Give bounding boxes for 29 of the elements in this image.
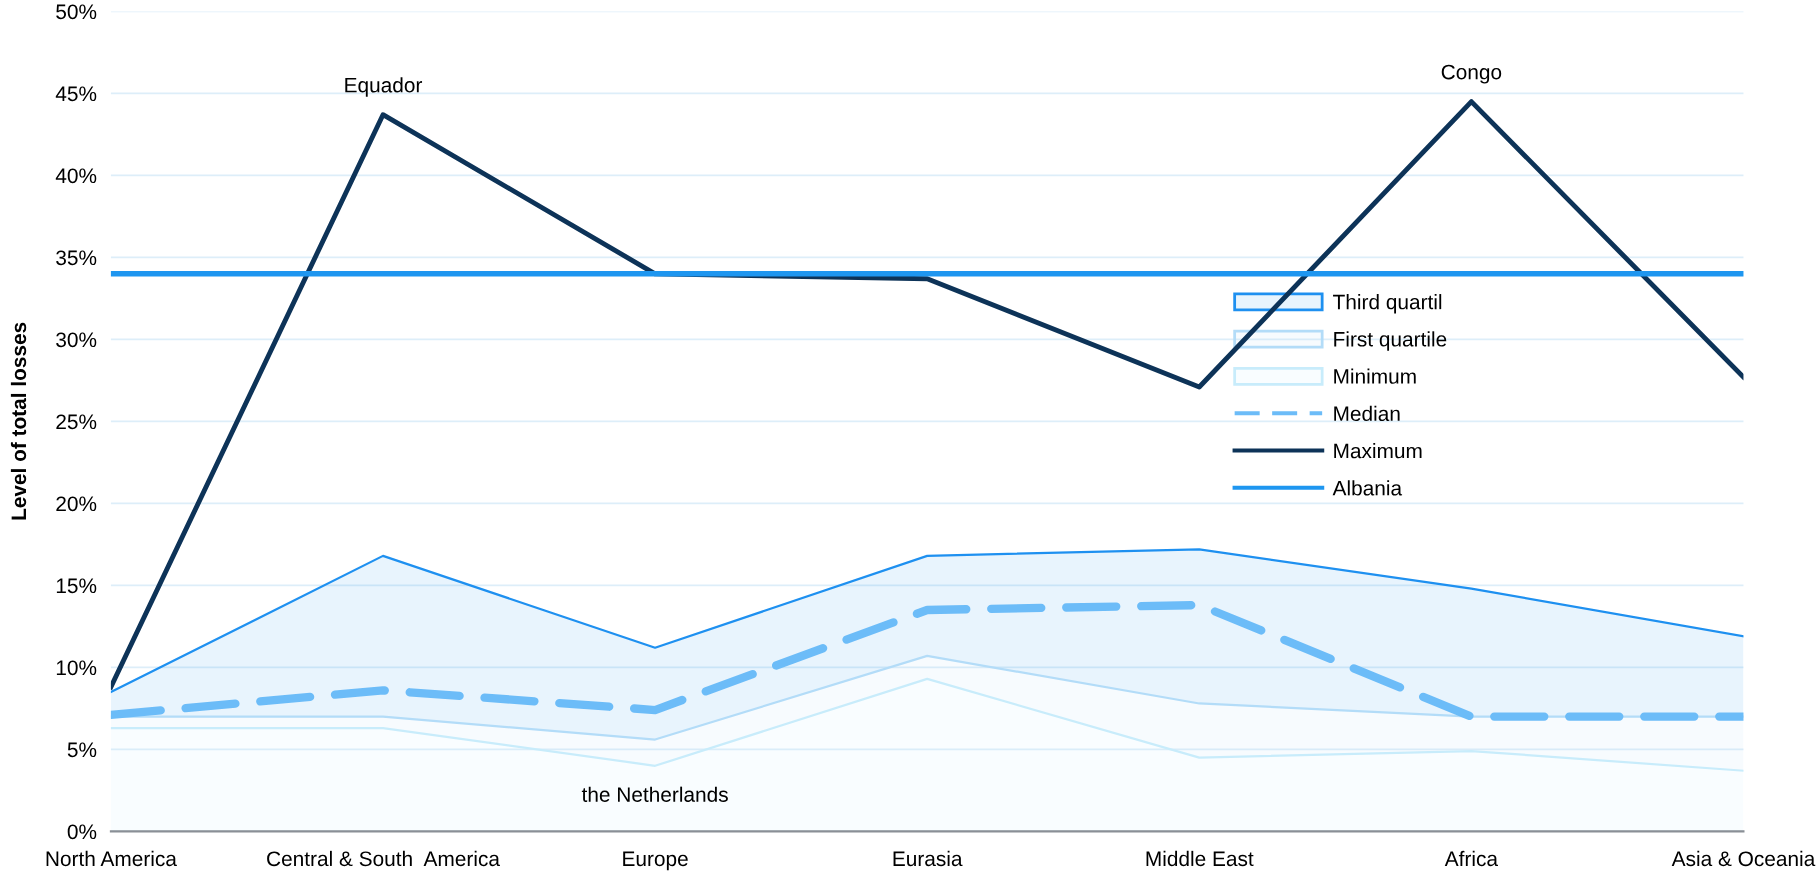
y-tick-label: 30% — [56, 332, 97, 348]
legend-label: Minimum — [1334, 368, 1416, 384]
legend-label: Median — [1334, 405, 1400, 422]
legend-label: Albania — [1332, 480, 1403, 496]
annotation: the Netherlands — [581, 786, 728, 802]
y-tick-label: 0% — [67, 824, 97, 840]
x-tick-label: Central & South America — [267, 850, 500, 867]
y-tick-label: 15% — [56, 578, 97, 594]
x-tick-label: North America — [46, 850, 177, 867]
x-tick-label: Africa — [1444, 850, 1498, 867]
y-axis-title: Level of total losses — [10, 322, 27, 520]
y-tick-label: 35% — [56, 250, 97, 266]
x-tick-label: Middle East — [1146, 850, 1254, 867]
y-tick-label: 50% — [56, 4, 97, 20]
y-tick-label: 10% — [56, 660, 97, 676]
legend-label: Third quartil — [1333, 294, 1442, 314]
x-tick-label: Europe — [623, 851, 688, 871]
annotation: Congo — [1441, 64, 1502, 84]
legend-label: Maximum — [1334, 443, 1422, 459]
y-tick-label: 25% — [56, 414, 97, 430]
legend-label: First quartile — [1334, 331, 1447, 351]
y-tick-label: 40% — [55, 168, 97, 184]
x-tick-label: Eurasia — [893, 850, 963, 867]
annotation: Equador — [345, 77, 423, 97]
x-tick-label: Asia & Oceania — [1671, 850, 1816, 867]
y-tick-label: 45% — [55, 86, 97, 102]
line-series — [110, 99, 1744, 690]
y-tick-label: 5% — [67, 742, 97, 758]
y-tick-label: 20% — [56, 496, 97, 512]
